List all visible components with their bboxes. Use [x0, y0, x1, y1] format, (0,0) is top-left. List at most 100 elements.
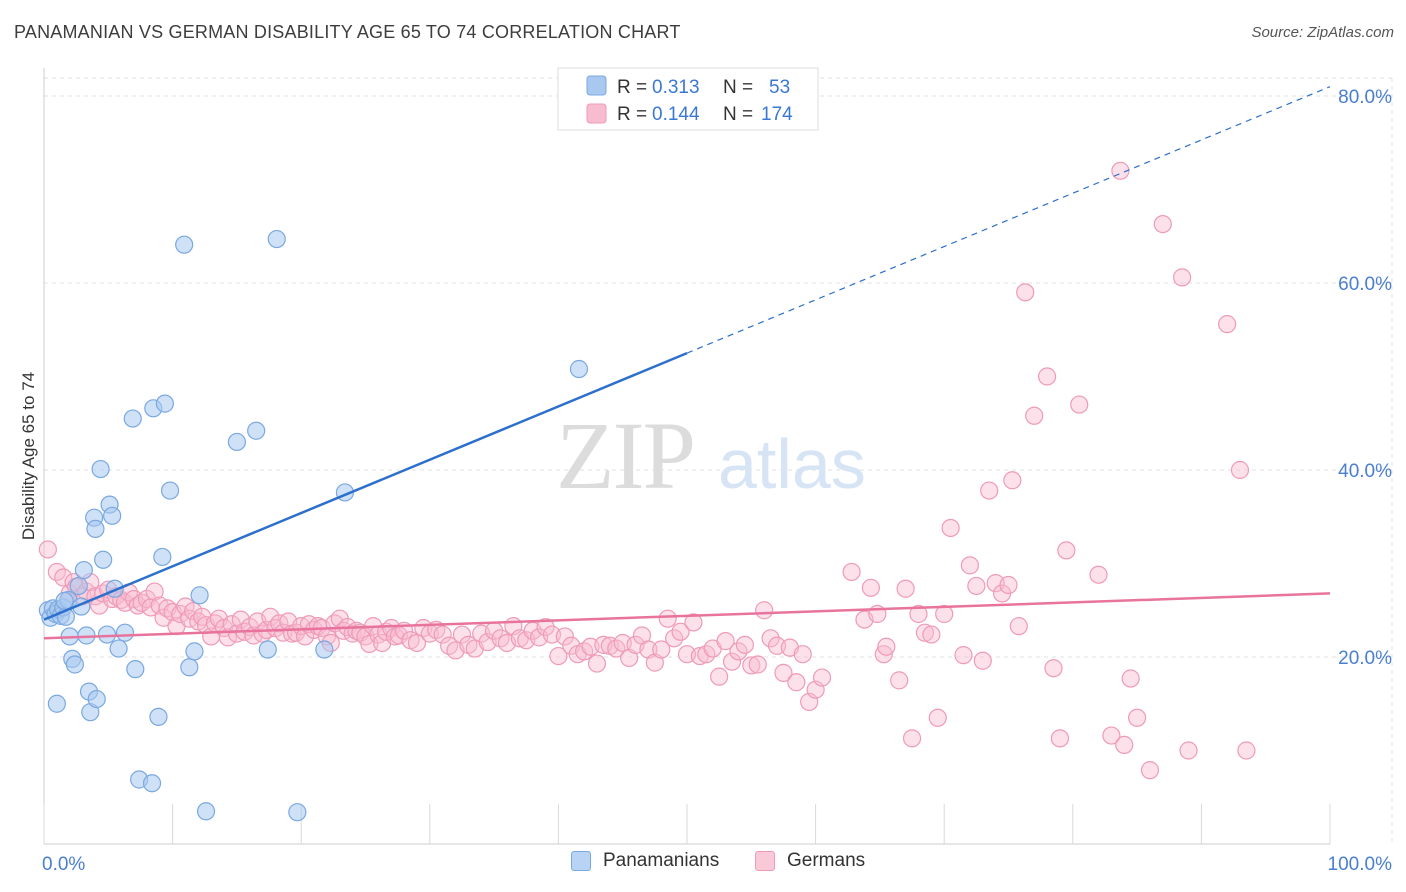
point-german — [722, 652, 742, 671]
legend-swatch-germans — [586, 103, 607, 124]
y-tick-label: 20.0% — [1338, 648, 1392, 669]
chart-title: PANAMANIAN VS GERMAN DISABILITY AGE 65 T… — [14, 22, 681, 42]
point-german — [967, 576, 986, 596]
point-german — [954, 646, 973, 665]
point-german — [671, 622, 690, 641]
point-german — [902, 729, 922, 748]
point-panamanian — [126, 660, 145, 679]
point-german — [587, 654, 607, 673]
trend-line-panamanians — [43, 351, 688, 621]
point-german — [1179, 741, 1198, 760]
legend-top: R = 0.313 N = 53 R = 0.144 N = 174 — [557, 67, 819, 131]
point-panamanian — [91, 459, 110, 479]
point-panamanian — [196, 802, 216, 821]
point-panamanian — [190, 586, 209, 605]
point-german — [620, 648, 639, 668]
point-german — [536, 617, 555, 637]
point-panamanian — [185, 642, 204, 661]
point-german — [928, 708, 947, 727]
legend-item-germans: Germans — [755, 850, 865, 872]
legend-r-value-2: 0.144 — [652, 104, 700, 125]
point-german — [909, 604, 928, 624]
point-panamanian — [86, 519, 105, 539]
point-german — [874, 645, 893, 664]
watermark-zip: ZIP — [556, 402, 694, 509]
point-german — [787, 673, 806, 692]
point-german — [960, 556, 980, 575]
point-panamanian — [175, 235, 194, 254]
point-german — [184, 602, 203, 621]
point-german — [1057, 541, 1076, 560]
point-german — [877, 637, 896, 656]
legend-r-label-2: R = — [617, 104, 647, 125]
point-german — [1115, 735, 1134, 754]
watermark-atlas: atlas — [718, 425, 866, 503]
legend-swatch-germans-bottom — [755, 851, 775, 871]
x-tick-label-min: 0.0% — [42, 854, 85, 875]
point-panamanian — [94, 550, 113, 569]
point-german — [716, 632, 735, 651]
point-german — [1089, 565, 1108, 584]
point-german — [1140, 761, 1160, 780]
point-german — [645, 653, 664, 672]
trend-lines — [43, 86, 1331, 640]
point-german — [980, 481, 999, 500]
point-panamanian — [87, 689, 106, 709]
axes: 20.0% 40.0% 60.0% 80.0% 0.0% 100.0% — [42, 68, 1392, 875]
point-german — [1016, 283, 1035, 302]
point-panamanian — [65, 655, 84, 674]
point-panamanian — [155, 394, 174, 413]
point-german — [915, 623, 935, 642]
point-panamanian — [153, 547, 172, 567]
point-panamanian — [288, 803, 307, 822]
point-german — [1121, 669, 1140, 688]
point-german — [1173, 268, 1192, 287]
point-german — [761, 629, 780, 648]
point-german — [842, 562, 861, 582]
point-panamanian — [69, 576, 88, 596]
point-german — [861, 578, 880, 597]
point-german — [1003, 471, 1022, 490]
legend-swatch-panamanians-bottom — [571, 851, 591, 871]
point-german — [1153, 214, 1172, 234]
point-german — [433, 625, 452, 644]
point-german — [729, 642, 748, 661]
point-german — [742, 656, 761, 675]
point-german — [735, 635, 754, 654]
point-german — [1237, 741, 1256, 760]
point-german — [658, 609, 677, 628]
point-german — [755, 601, 774, 620]
point-german — [1127, 708, 1147, 727]
legend-label-germans: Germans — [787, 850, 866, 871]
trend-line-germans — [43, 592, 1331, 640]
point-german — [896, 579, 915, 598]
watermark: ZIP atlas — [556, 402, 866, 509]
legend-bottom: Panamanians Germans — [0, 850, 1406, 880]
point-panamanian — [123, 409, 142, 428]
point-german — [1218, 315, 1237, 334]
legend-item-panamanians: Panamanians — [571, 850, 719, 872]
point-german — [973, 651, 992, 670]
point-german — [922, 625, 941, 644]
point-panamanian — [227, 432, 246, 452]
point-panamanian — [267, 229, 286, 249]
point-german — [710, 667, 729, 686]
point-german — [684, 613, 703, 632]
point-panamanian — [97, 625, 117, 644]
point-panamanian — [103, 506, 122, 525]
point-german — [555, 627, 574, 646]
x-tick-label-max: 100.0% — [1328, 854, 1393, 875]
point-german — [549, 646, 568, 666]
y-axis-label: Disability Age 65 to 74 — [19, 372, 38, 540]
point-panamanian — [180, 658, 199, 677]
point-german — [1050, 729, 1070, 748]
point-german — [1025, 406, 1044, 425]
point-german — [935, 604, 954, 624]
point-german — [652, 640, 671, 659]
point-german — [665, 629, 684, 648]
point-german — [999, 575, 1018, 595]
point-german — [452, 625, 472, 644]
point-german — [1070, 395, 1089, 414]
point-german — [941, 518, 960, 538]
legend-n-label-1: N = — [723, 77, 753, 98]
